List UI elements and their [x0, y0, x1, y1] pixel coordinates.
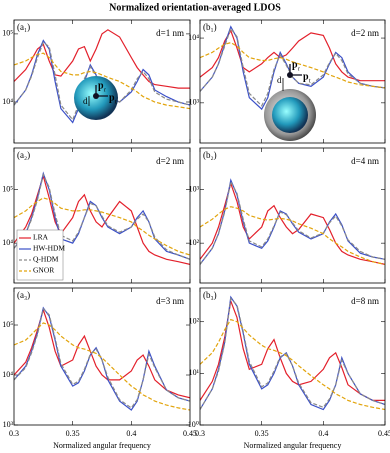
- annotation: d=8 nm: [351, 296, 379, 306]
- inset-label: p: [303, 71, 309, 82]
- figure-title: Normalized orientation-averaged LDOS: [109, 2, 281, 13]
- panel-label: (a₂): [17, 150, 30, 160]
- y-tick-label: 10²: [189, 238, 200, 247]
- y-tick-label: 10⁴: [188, 33, 199, 42]
- y-tick-label: 10⁵: [2, 29, 13, 38]
- y-tick-label: 10⁴: [2, 97, 13, 106]
- series-line: [200, 178, 385, 265]
- inset-label: r: [298, 66, 300, 72]
- panel-label: (a₁): [17, 22, 30, 32]
- annotation: d=1 nm: [156, 28, 184, 38]
- series-line: [14, 41, 190, 121]
- y-tick-label: 10³: [189, 98, 200, 107]
- series-line: [14, 322, 190, 411]
- legend-label: Q-HDM: [33, 255, 59, 264]
- panel: 10³ 10⁴ 10⁵ 0.3 0.35 0.4 0.45 Normalized angula…: [2, 287, 197, 450]
- inset-label: r: [104, 87, 106, 93]
- annotation: d=2 nm: [351, 28, 379, 38]
- series-line: [14, 39, 190, 124]
- series-line: [200, 318, 385, 411]
- annotation: d=4 nm: [351, 156, 379, 166]
- plot-frame: [199, 147, 386, 284]
- y-tick-label: 10⁴: [2, 238, 13, 247]
- plot-frame: [13, 19, 191, 144]
- annotation: d=3 nm: [156, 296, 184, 306]
- x-tick-label: 0.4: [318, 429, 328, 438]
- y-tick-label: 10⁵: [2, 320, 13, 329]
- series-line: [14, 307, 190, 409]
- panel-label: (b₁): [203, 22, 217, 32]
- inset-label: d: [277, 75, 282, 85]
- panel: 10² 10³ (b₂) d=4 nm: [189, 147, 386, 284]
- y-tick-label: 10³: [3, 420, 14, 429]
- plot-frame: [199, 19, 386, 144]
- inset-label: p: [109, 92, 115, 103]
- series-line: [14, 172, 190, 260]
- panel: 10⁰ 10¹ 10² 0.3 0.35 0.4 0.45 Normalized angula…: [188, 287, 390, 450]
- x-tick-label: 0.3: [9, 429, 19, 438]
- x-tick-label: 0.45: [183, 429, 197, 438]
- inset-label: d: [83, 96, 88, 106]
- series-line: [200, 297, 385, 410]
- legend-label: HW-HDM: [33, 244, 65, 253]
- series-line: [200, 206, 385, 265]
- x-tick-label: 0.35: [66, 429, 80, 438]
- x-tick-label: 0.35: [255, 429, 269, 438]
- plot-frame: [199, 287, 386, 426]
- y-tick-label: 10²: [189, 317, 200, 326]
- series-line: [200, 41, 385, 89]
- series-line: [200, 180, 385, 265]
- inset-label: p: [98, 80, 104, 91]
- series-line: [14, 197, 190, 256]
- plot-frame: [13, 147, 191, 284]
- annotation: d=2 nm: [156, 156, 184, 166]
- panel: 10⁴ 10⁵ (a₂) d=2 nm LRA HW-HDM Q-HDM GNOR: [2, 147, 191, 284]
- y-tick-label: 10⁰: [188, 420, 199, 429]
- plot-frame: [13, 287, 191, 426]
- series-line: [200, 295, 385, 411]
- legend-label: GNOR: [33, 266, 54, 275]
- y-tick-label: 10⁴: [2, 370, 13, 379]
- inset-label: t: [309, 78, 311, 84]
- sphere: [272, 97, 308, 133]
- inset-label: p: [292, 59, 298, 70]
- y-tick-label: 10³: [189, 184, 200, 193]
- panel-label: (b₃): [203, 290, 217, 300]
- x-tick-label: 0.45: [378, 429, 390, 438]
- panel-label: (a₃): [17, 290, 30, 300]
- y-tick-label: 10¹: [189, 368, 200, 377]
- series-line: [200, 27, 385, 107]
- inset-label: t: [115, 99, 117, 105]
- x-axis-label: Normalized angular frequency: [53, 441, 151, 450]
- x-tick-label: 0.3: [195, 429, 205, 438]
- x-axis-label: Normalized angular frequency: [244, 441, 342, 450]
- legend-label: LRA: [33, 233, 49, 242]
- x-tick-label: 0.4: [126, 429, 136, 438]
- series-line: [14, 52, 190, 110]
- panel-label: (b₂): [203, 150, 217, 160]
- y-tick-label: 10⁵: [2, 184, 13, 193]
